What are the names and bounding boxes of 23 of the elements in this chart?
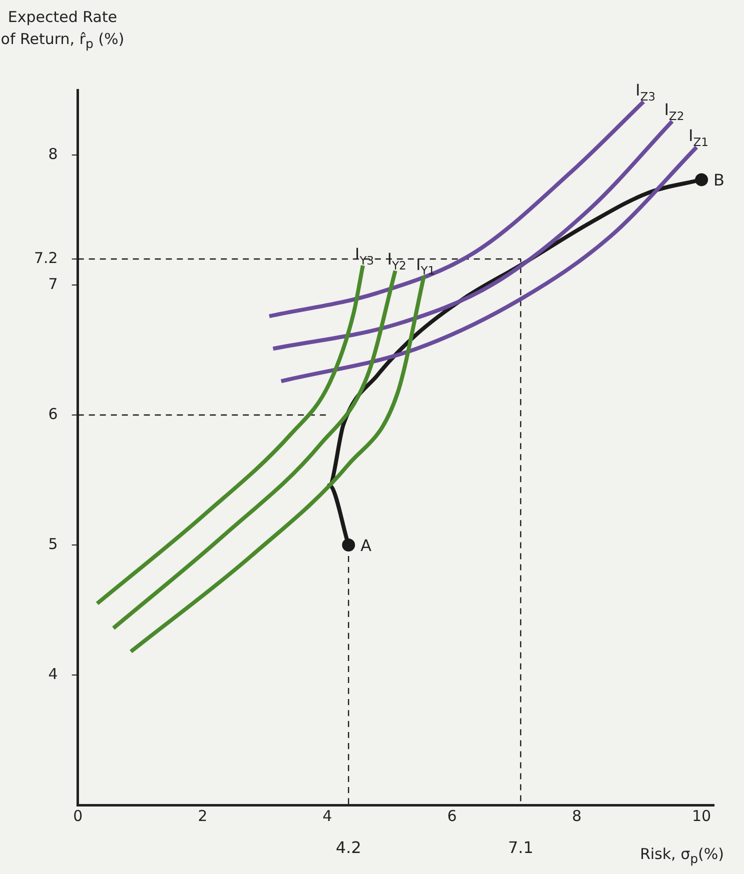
annotation: A xyxy=(360,536,372,555)
line-series xyxy=(111,268,398,630)
y-axis-title: Expected Rate of Return, r̂$_{p}$ (%) xyxy=(0,7,125,53)
line-series xyxy=(271,119,674,351)
y-tick-label: 6 xyxy=(48,404,58,423)
annotation: B xyxy=(714,170,725,190)
line-series xyxy=(267,100,646,318)
annotation: 7.1 xyxy=(508,838,534,857)
annotation: 4.2 xyxy=(336,838,362,857)
y-tick-label: 7.2 xyxy=(34,248,58,267)
x-tick-label: 8 xyxy=(572,806,582,825)
x-tick-label: 0 xyxy=(73,806,83,825)
x-tick-label: 4 xyxy=(322,806,332,825)
x-tick-label: 2 xyxy=(198,806,208,825)
line-series xyxy=(128,274,426,654)
y-tick-label: 8 xyxy=(48,144,58,163)
x-tick-label: 6 xyxy=(447,806,457,825)
y-tick-label: 4 xyxy=(48,664,58,683)
x-axis-title: Risk, σ$_{p}$(%) xyxy=(640,845,724,866)
y-tick-label: 5 xyxy=(48,534,58,553)
y-tick-label: 7 xyxy=(48,274,58,293)
line-series xyxy=(279,145,699,384)
x-tick-label: 10 xyxy=(692,806,712,825)
